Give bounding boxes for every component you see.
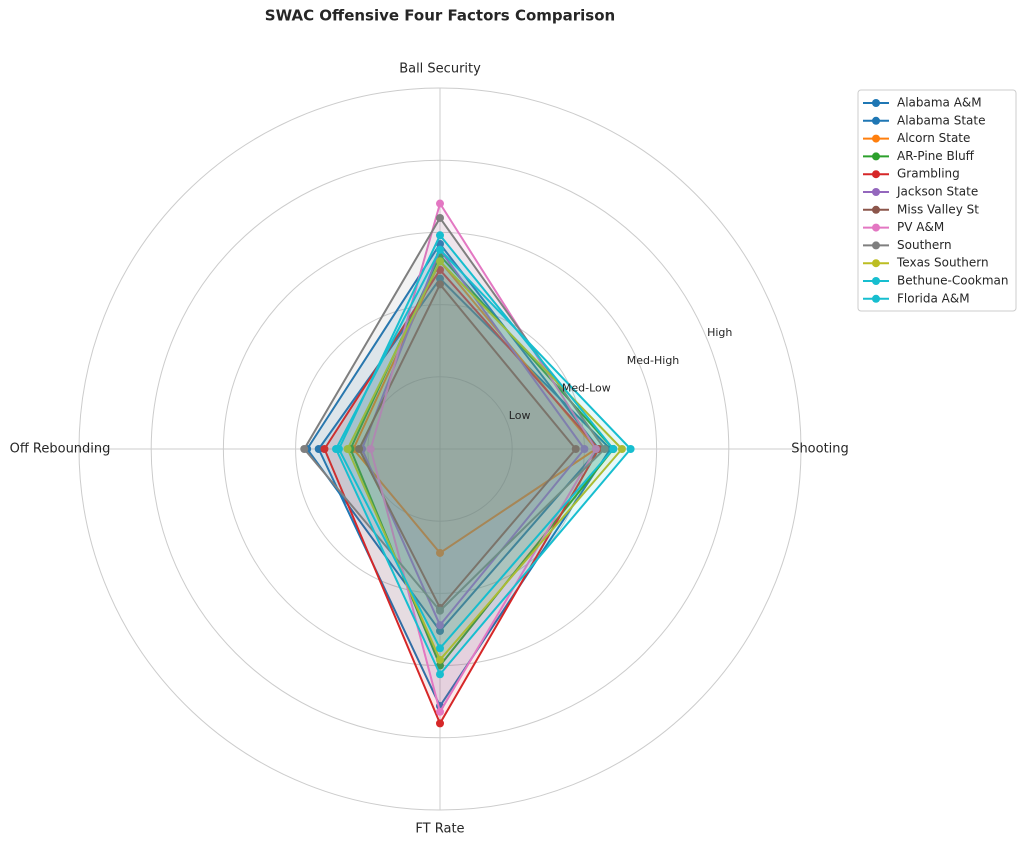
- legend-marker: [872, 259, 880, 268]
- radar-point: [436, 719, 444, 728]
- radar-point: [366, 445, 375, 453]
- radar-point: [436, 548, 444, 557]
- legend-label: Florida A&M: [897, 291, 970, 305]
- legend-label: Southern: [897, 238, 952, 252]
- legend-label: Alabama State: [897, 113, 986, 127]
- legend-marker: [872, 134, 880, 143]
- radar-point: [436, 670, 444, 679]
- radar-point: [580, 445, 589, 453]
- legend-marker: [872, 277, 880, 285]
- legend-marker: [872, 205, 880, 214]
- radar-point: [436, 644, 444, 653]
- radar-point: [609, 445, 618, 453]
- legend-label: Bethune-Cookman: [897, 274, 1009, 288]
- radar-point: [436, 231, 444, 240]
- radar-point: [436, 274, 444, 283]
- radial-tick-label: High: [707, 326, 732, 339]
- radar-point: [436, 245, 444, 254]
- radar-point: [571, 445, 580, 453]
- legend-label: Grambling: [897, 167, 960, 181]
- radar-point: [626, 445, 635, 453]
- radar-point: [300, 445, 309, 453]
- radar-point: [436, 239, 444, 248]
- radar-point: [591, 445, 600, 453]
- category-label: FT Rate: [415, 822, 464, 837]
- radial-tick-label: Low: [509, 409, 531, 422]
- legend-label: AR-Pine Bluff: [897, 149, 975, 163]
- radar-area: [335, 248, 632, 676]
- radar-point: [436, 626, 444, 635]
- legend-marker: [872, 241, 880, 250]
- legend-marker: [872, 223, 880, 232]
- radar-point: [436, 213, 444, 222]
- legend-label: Jackson State: [896, 185, 978, 199]
- radar-point: [436, 707, 444, 716]
- legend-marker: [872, 152, 880, 161]
- radial-tick-label: Med-High: [627, 354, 680, 367]
- category-label: Ball Security: [399, 62, 481, 77]
- legend-label: Alabama A&M: [897, 96, 982, 110]
- radar-point: [320, 445, 329, 453]
- chart-title: SWAC Offensive Four Factors Comparison: [265, 7, 615, 25]
- radar-point: [600, 445, 609, 453]
- radar-point: [436, 606, 444, 615]
- radar-point: [355, 445, 364, 453]
- legend-label: Texas Southern: [896, 256, 989, 270]
- radar-point: [617, 445, 626, 453]
- legend-marker: [872, 188, 880, 196]
- category-label: Shooting: [791, 442, 849, 457]
- radar-point: [436, 265, 444, 274]
- plot: [300, 199, 635, 728]
- radar-point: [332, 445, 341, 453]
- legend: Alabama A&M Alabama State Alcorn State AR-P…: [857, 89, 1017, 312]
- radar-point: [436, 257, 444, 266]
- radar-point: [436, 621, 444, 630]
- radar-point: [436, 199, 444, 208]
- legend-label: Alcorn State: [897, 131, 970, 145]
- legend-marker: [872, 116, 880, 125]
- legend-marker: [872, 170, 880, 179]
- radar-point: [436, 280, 444, 289]
- legend-marker: [872, 99, 880, 107]
- radial-tick-label: Med-Low: [562, 381, 611, 394]
- radar-point: [343, 445, 352, 453]
- legend-box: [857, 89, 1017, 312]
- legend-marker: [872, 294, 880, 303]
- radar-point: [436, 655, 444, 664]
- category-label: Off Rebounding: [10, 442, 111, 457]
- radar-point: [314, 445, 323, 453]
- legend-label: PV A&M: [897, 220, 944, 234]
- legend-label: Miss Valley St: [897, 202, 979, 216]
